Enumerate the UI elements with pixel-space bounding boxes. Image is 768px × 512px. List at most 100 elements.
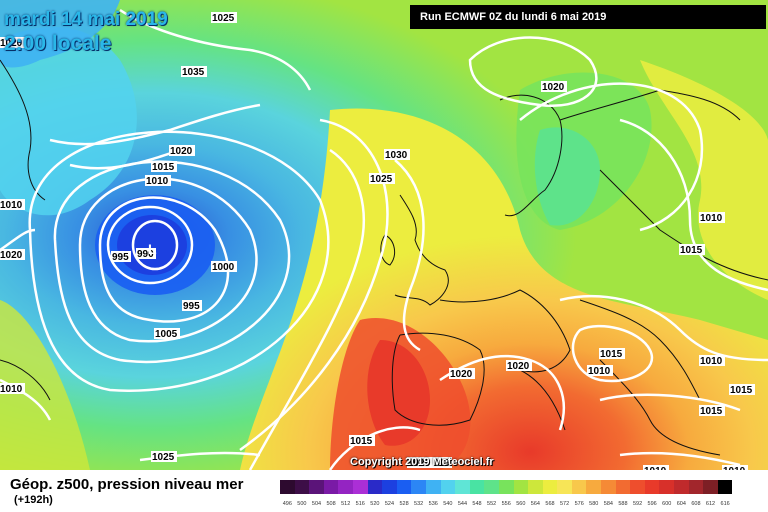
isobar-label-bg: [384, 149, 410, 160]
isobar-label: 1020: [408, 458, 431, 469]
isobar-label-bg: [729, 384, 755, 395]
isobar-label-bg: [136, 248, 156, 259]
scale-label: 560: [516, 501, 526, 507]
isobar-label-bg: [541, 81, 567, 92]
scale-label: 608: [691, 501, 701, 507]
scale-label: 592: [632, 501, 643, 507]
isobar-label: 1010: [146, 176, 169, 187]
isobar-label: 1005: [155, 329, 178, 340]
scale-swatch: [644, 480, 660, 494]
scale-swatch: [455, 480, 470, 494]
isobar-label: 1010: [700, 356, 723, 367]
scale-label: 588: [618, 501, 628, 507]
isobar-label: 1010: [0, 384, 23, 395]
footer-bar: Géop. z500, pression niveau mer (+192h) …: [0, 470, 768, 512]
scale-label: 532: [414, 501, 424, 507]
scale-swatch: [557, 480, 572, 494]
scale-swatch: [528, 480, 543, 494]
scale-label: 604: [676, 501, 686, 507]
scale-label: 572: [559, 501, 570, 507]
isobar-label-bg: [449, 368, 475, 379]
isobar-label: 1010: [644, 466, 667, 470]
isobar-label-bg: [599, 348, 625, 359]
scale-swatch: [382, 480, 397, 494]
scale-label: 552: [487, 501, 497, 507]
isobar-label-bg: [407, 457, 433, 468]
isobar-label-bg: [349, 435, 375, 446]
scale-swatch: [674, 480, 689, 494]
scale-swatch: [411, 480, 426, 494]
isobar-label: 1015: [600, 349, 623, 360]
isobar-label-bg: [699, 212, 725, 223]
isobar-label: 1025: [152, 452, 175, 463]
isobar-label: 1015: [350, 436, 373, 447]
isobar-label-bg: [169, 145, 195, 156]
scale-swatch: [323, 480, 339, 494]
isobar-label: 015: [433, 458, 450, 469]
isobar-label-bg: [111, 251, 131, 262]
run-info: Run ECMWF 0Z du lundi 6 mai 2019: [410, 5, 766, 29]
isobar-label: 1010: [723, 466, 746, 470]
isobar-label: 990: [137, 249, 154, 260]
scale-swatch: [703, 480, 718, 494]
scale-swatch: [425, 480, 441, 494]
forecast-time: 2:00 locale: [4, 32, 112, 55]
scale-swatch: [280, 480, 295, 494]
isobar-label-bg: [0, 199, 25, 210]
scale-label: 564: [530, 501, 540, 507]
isobar-label-bg: [699, 405, 725, 416]
scale-swatch: [294, 480, 310, 494]
isobar-label-bg: [432, 457, 452, 468]
scale-swatch: [571, 480, 587, 494]
isobar-label: 1020: [170, 146, 193, 157]
isobar-label-bg: [145, 175, 171, 186]
isobar-label: 1025: [370, 174, 393, 185]
isobar-label-bg: [679, 244, 705, 255]
isobar-label: 1015: [730, 385, 753, 396]
isobar-label: 1010: [700, 213, 723, 224]
isobar-label-bg: [151, 161, 177, 172]
scale-swatch: [338, 480, 353, 494]
isobar-label: 1020: [0, 250, 23, 261]
isobar-label-bg: [506, 360, 532, 371]
isobar-label: 1020: [542, 82, 565, 93]
map-subtitle: (+192h): [14, 494, 53, 506]
isobar-label: 1000: [212, 262, 235, 273]
scale-label: 548: [472, 501, 482, 507]
scale-swatch: [352, 480, 368, 494]
scale-swatch: [498, 480, 514, 494]
scale-swatch: [513, 480, 529, 494]
isobar-label: 1025: [212, 13, 235, 24]
isobar-label: 1015: [152, 162, 175, 173]
scale-swatch: [630, 480, 645, 494]
isobar-label-bg: [0, 383, 25, 394]
scale-label: 528: [399, 501, 409, 507]
scale-label: 536: [428, 501, 438, 507]
scale-label: 540: [443, 501, 453, 507]
isobar-label: 1035: [182, 67, 205, 78]
isobar-label: 1020: [450, 369, 473, 380]
scale-label: 596: [647, 501, 657, 507]
scale-label: 568: [545, 501, 555, 507]
isobar-label: 1020: [507, 361, 530, 372]
scale-label: 504: [311, 501, 322, 507]
scale-label: 512: [341, 501, 351, 507]
scale-label: 500: [297, 501, 307, 507]
scale-swatch: [309, 480, 324, 494]
isobar-label-bg: [587, 365, 613, 376]
isobar-label-bg: [211, 12, 237, 23]
scale-swatch: [717, 480, 733, 494]
isobar-label: 1030: [385, 150, 408, 161]
scale-swatch: [396, 480, 412, 494]
scale-label: 516: [355, 501, 365, 507]
isobar-label-bg: [369, 173, 395, 184]
isobar-label: 1015: [700, 406, 723, 417]
isobar-label: 995: [183, 301, 200, 312]
isobar-label: 1015: [680, 245, 703, 256]
copyright-notice: Copyright 2019 Meteociel.fr: [350, 456, 494, 468]
scale-swatch: [367, 480, 383, 494]
scale-label: 576: [574, 501, 584, 507]
scale-label: 616: [720, 501, 730, 507]
scale-swatch: [542, 480, 558, 494]
isobar-label: 995: [112, 252, 129, 263]
